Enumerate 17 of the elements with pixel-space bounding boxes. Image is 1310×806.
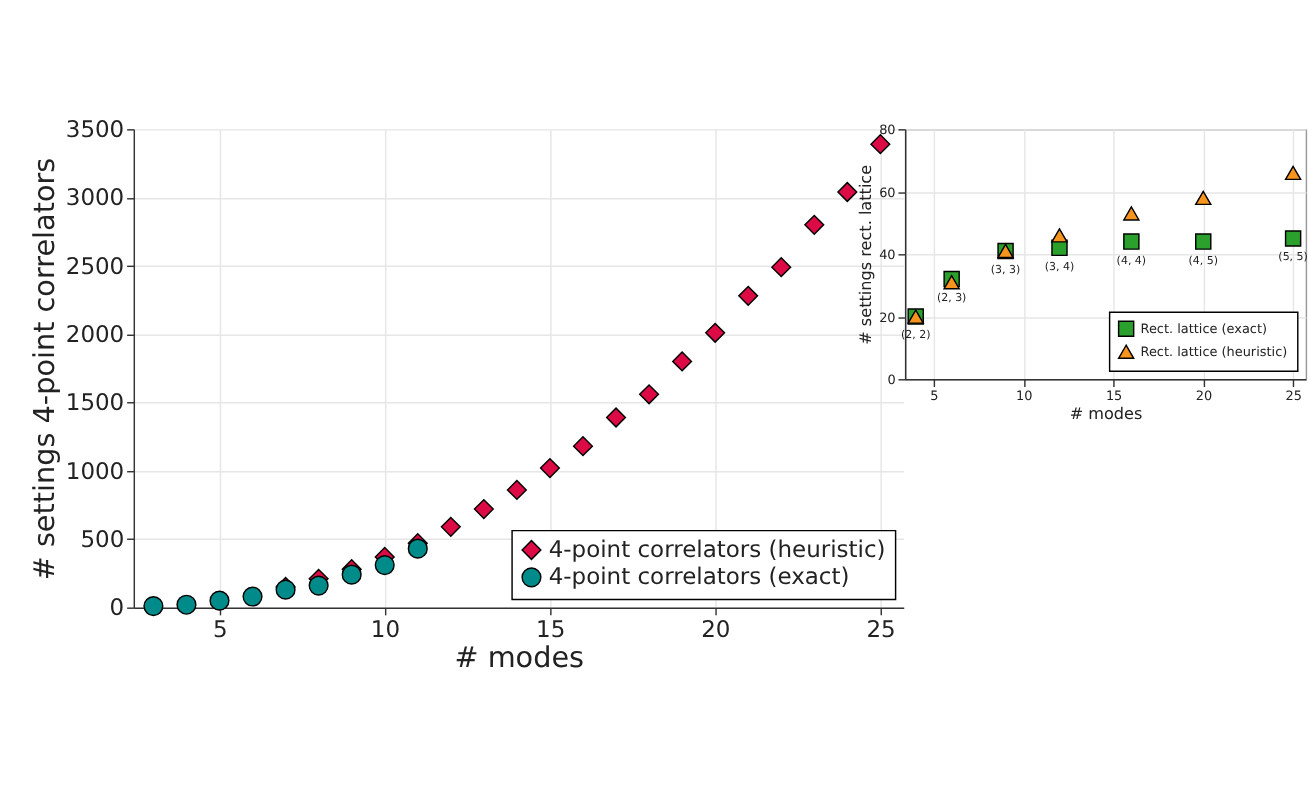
y-tick-label: 2500 bbox=[65, 251, 125, 280]
legend-label: 4-point correlators (exact) bbox=[548, 562, 850, 591]
x-tick-label: 15 bbox=[536, 614, 566, 643]
y-tick-label: 3500 bbox=[65, 115, 125, 144]
x-tick-label: 25 bbox=[866, 614, 896, 643]
y-tick-label: 2000 bbox=[65, 320, 125, 349]
y-tick-label: 500 bbox=[80, 525, 125, 554]
legend-label: 4-point correlators (heuristic) bbox=[548, 535, 886, 564]
y-tick-label: 1000 bbox=[65, 456, 125, 485]
y-tick-label: 0 bbox=[109, 593, 125, 622]
y-tick-label: 1500 bbox=[65, 388, 125, 417]
x-tick-label: 10 bbox=[370, 614, 401, 643]
y-tick-label: 3000 bbox=[65, 183, 125, 212]
y-axis-title: # settings 4-point correlators bbox=[30, 157, 63, 581]
x-axis-title: # modes bbox=[454, 643, 585, 676]
x-tick-label: 5 bbox=[212, 614, 228, 643]
x-tick-label: 20 bbox=[701, 614, 731, 643]
